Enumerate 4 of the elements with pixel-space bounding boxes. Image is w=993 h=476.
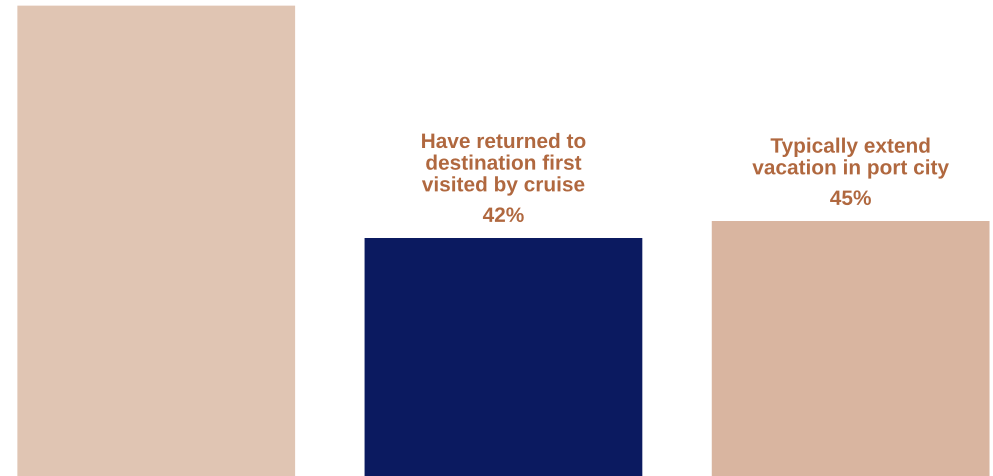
x-tick-label: Typically extend vacation in port city [752,138,949,179]
data-label: 45% [830,190,871,206]
x-tick-label: Have returned to destination first visited by cruise [422,132,586,196]
data-label: 42% [482,207,524,222]
